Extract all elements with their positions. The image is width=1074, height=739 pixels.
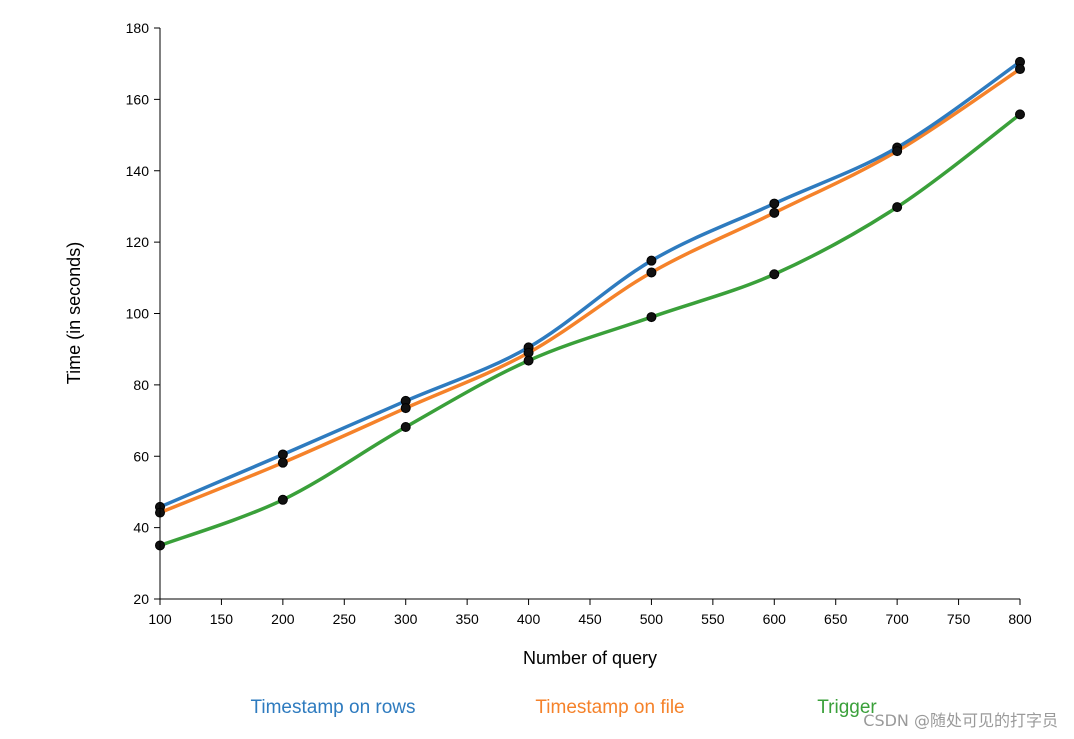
x-tick-label: 400 [517, 611, 541, 627]
series-line [158, 112, 1022, 548]
data-point [646, 255, 657, 266]
legend-item: Timestamp on file [535, 697, 684, 718]
legend-item: Trigger [817, 697, 877, 718]
series-line [158, 67, 1022, 515]
data-point [892, 146, 903, 157]
data-point [1015, 109, 1025, 120]
x-tick-label: 750 [947, 611, 971, 627]
data-point [769, 269, 780, 280]
y-tick-label: 160 [126, 91, 150, 107]
data-point [277, 494, 288, 505]
y-tick-label: 60 [133, 448, 149, 464]
data-point [523, 355, 534, 366]
axes: 20 40 60 80 100 120 140 160 180 100 150 200 250 300 35… [126, 20, 1032, 627]
x-axis-title: Number of query [523, 648, 657, 668]
x-tick-label: 450 [578, 611, 602, 627]
data-point [277, 449, 288, 460]
y-tick-label: 140 [126, 163, 150, 179]
x-tick-label: 550 [701, 611, 725, 627]
data-point [769, 198, 780, 209]
data-point [892, 202, 903, 213]
data-point [769, 207, 780, 218]
legend-item: Timestamp on rows [250, 697, 415, 718]
y-tick-label: 80 [133, 377, 149, 393]
series-line [158, 60, 1022, 509]
series-lines [158, 60, 1022, 548]
x-tick-label: 650 [824, 611, 848, 627]
watermark: CSDN @随处可见的打字员 [863, 711, 1058, 730]
x-tick-label: 150 [210, 611, 234, 627]
x-tick-label: 300 [394, 611, 418, 627]
y-tick-label: 180 [126, 20, 150, 36]
data-point [646, 267, 657, 278]
y-tick-label: 100 [126, 306, 150, 322]
y-tick-label: 40 [133, 520, 149, 536]
x-tick-label: 800 [1008, 611, 1032, 627]
data-point [646, 312, 657, 323]
y-tick-label: 20 [133, 591, 149, 607]
x-tick-label: 700 [885, 611, 909, 627]
x-tick-label: 500 [640, 611, 664, 627]
data-point [400, 403, 411, 414]
y-tick-label: 120 [126, 234, 150, 250]
data-points [155, 56, 1025, 551]
data-point [1015, 64, 1025, 75]
x-tick-label: 350 [455, 611, 479, 627]
y-axis-title: Time (in seconds) [64, 242, 84, 384]
x-tick-label: 250 [333, 611, 357, 627]
data-point [277, 457, 288, 468]
data-point [400, 421, 411, 432]
x-tick-label: 200 [271, 611, 295, 627]
x-tick-label: 100 [148, 611, 172, 627]
x-tick-label: 600 [763, 611, 787, 627]
legend: Timestamp on rows Timestamp on file Trigge… [250, 697, 877, 718]
